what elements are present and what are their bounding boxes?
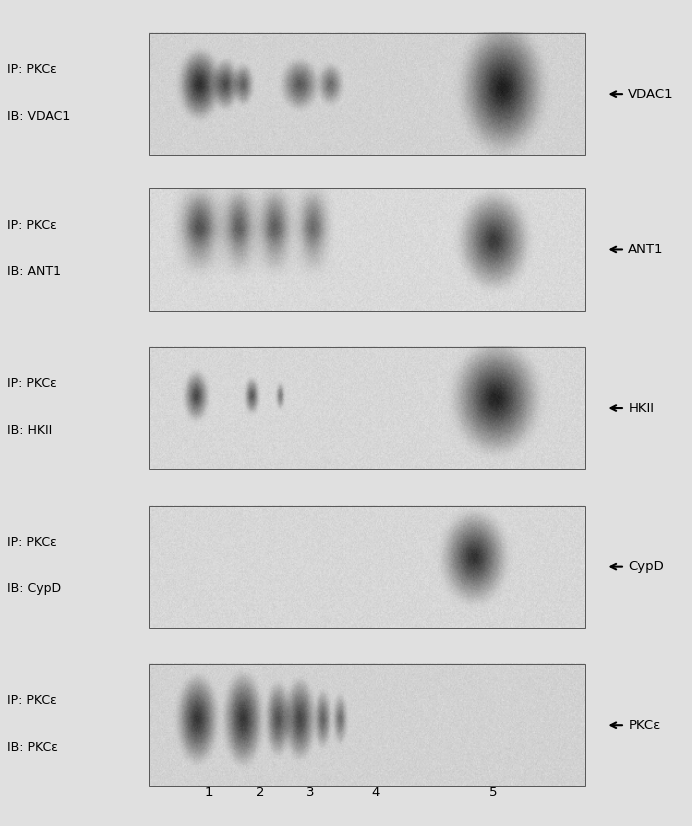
Text: IB: PKCε: IB: PKCε <box>7 741 58 754</box>
Text: IP: PKCε: IP: PKCε <box>7 377 57 390</box>
Bar <box>149 33 585 155</box>
Bar <box>149 188 585 311</box>
Text: IP: PKCε: IP: PKCε <box>7 536 57 548</box>
Text: 4: 4 <box>372 786 380 800</box>
Text: IB: CypD: IB: CypD <box>7 582 61 596</box>
Bar <box>149 506 585 628</box>
Text: IP: PKCε: IP: PKCε <box>7 219 57 231</box>
Text: HKII: HKII <box>628 401 655 415</box>
Text: 3: 3 <box>306 786 314 800</box>
Bar <box>149 347 585 469</box>
Text: 5: 5 <box>489 786 498 800</box>
Bar <box>149 664 585 786</box>
Text: IP: PKCε: IP: PKCε <box>7 64 57 76</box>
Text: IB: ANT1: IB: ANT1 <box>7 265 61 278</box>
Text: PKCε: PKCε <box>628 719 661 732</box>
Text: VDAC1: VDAC1 <box>628 88 674 101</box>
Text: CypD: CypD <box>628 560 664 573</box>
Text: 1: 1 <box>205 786 213 800</box>
Text: IP: PKCε: IP: PKCε <box>7 695 57 707</box>
Text: IB: VDAC1: IB: VDAC1 <box>7 110 70 123</box>
Text: 2: 2 <box>256 786 264 800</box>
Text: IB: HKII: IB: HKII <box>7 424 52 437</box>
Text: ANT1: ANT1 <box>628 243 664 256</box>
